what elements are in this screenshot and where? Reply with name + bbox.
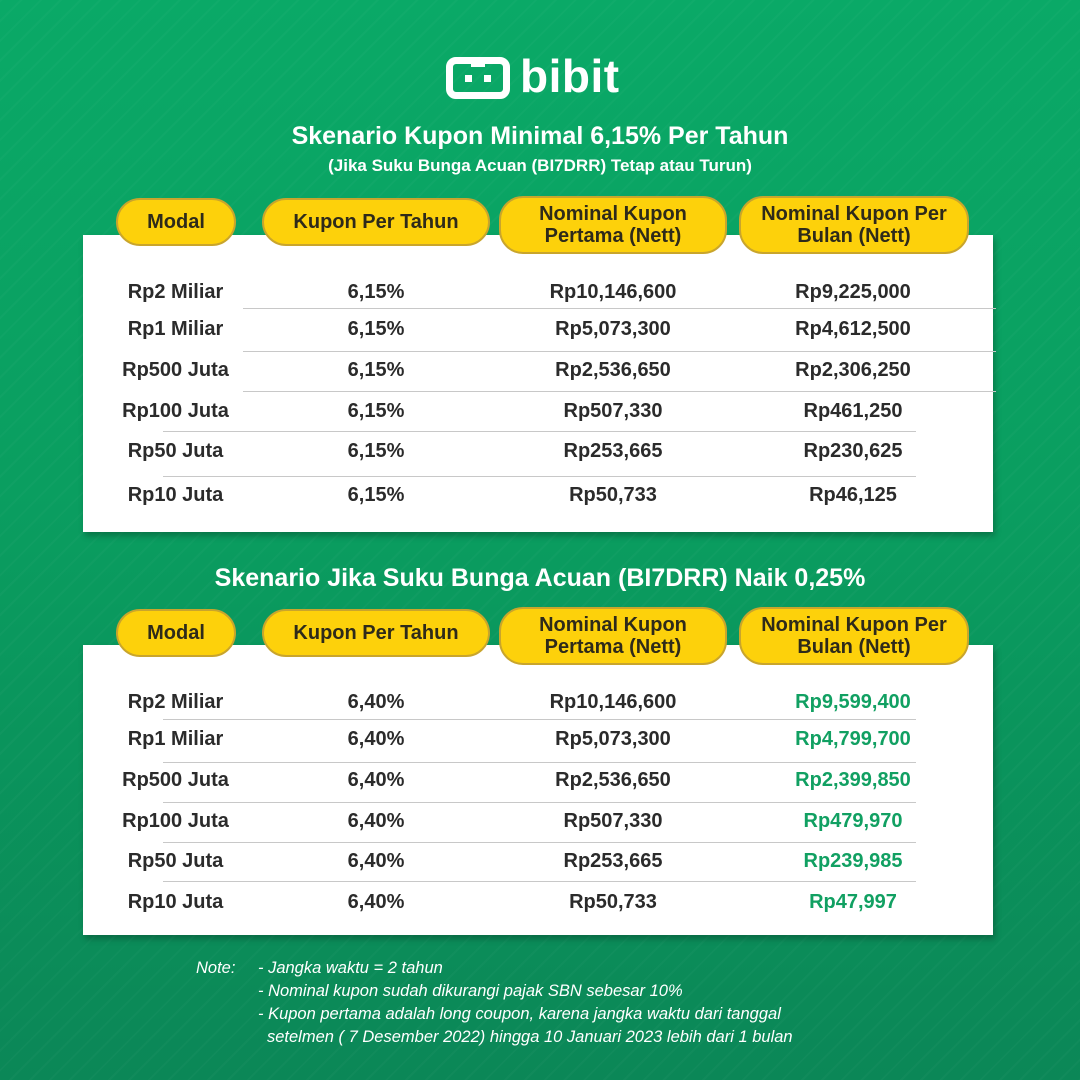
row-divider: [163, 476, 916, 477]
cell-bulan-highlight: Rp239,985: [803, 850, 903, 872]
cell-bulan: Rp46,125: [809, 484, 897, 506]
cell-kupon: 6,40%: [347, 810, 405, 832]
cell-pertama: Rp253,665: [563, 850, 663, 872]
cell-kupon: 6,15%: [347, 281, 405, 303]
cell-bulan-highlight: Rp9,599,400: [795, 691, 911, 713]
cell-bulan-highlight: Rp479,970: [803, 810, 903, 832]
note-item: - Kupon pertama adalah long coupon, kare…: [258, 1005, 781, 1023]
table-row: Rp2 Miliar 6,15% Rp10,146,600 Rp9,225,00…: [83, 274, 993, 310]
cell-modal: Rp500 Juta: [122, 769, 229, 791]
row-divider: [163, 802, 916, 803]
row-divider: [243, 391, 996, 392]
cell-modal: Rp1 Miliar: [127, 728, 224, 750]
table-row: Rp100 Juta 6,15% Rp507,330 Rp461,250: [83, 393, 993, 429]
note-label: Note:: [196, 959, 236, 977]
table-row: Rp100 Juta 6,40% Rp507,330 Rp479,970: [83, 803, 993, 839]
header-nominal-kupon-pertama: Nominal Kupon Pertama (Nett): [499, 607, 727, 665]
cell-bulan: Rp9,225,000: [795, 281, 911, 303]
cell-pertama: Rp507,330: [563, 810, 663, 832]
cell-pertama: Rp50,733: [569, 891, 657, 913]
header-modal: Modal: [116, 609, 236, 657]
row-divider: [163, 719, 916, 720]
cell-pertama: Rp50,733: [569, 484, 657, 506]
header-nominal-kupon-per-bulan: Nominal Kupon Per Bulan (Nett): [739, 196, 969, 254]
row-divider: [243, 308, 996, 309]
cell-kupon: 6,15%: [347, 400, 405, 422]
cell-modal: Rp50 Juta: [127, 440, 224, 462]
header-kupon-per-tahun: Kupon Per Tahun: [262, 198, 490, 246]
cell-kupon: 6,40%: [347, 850, 405, 872]
cell-bulan-highlight: Rp2,399,850: [795, 769, 911, 791]
cell-modal: Rp10 Juta: [127, 484, 224, 506]
cell-kupon: 6,40%: [347, 891, 405, 913]
cell-pertama: Rp10,146,600: [549, 281, 677, 303]
row-divider: [163, 842, 916, 843]
cell-bulan: Rp461,250: [803, 400, 903, 422]
header-modal: Modal: [116, 198, 236, 246]
cell-kupon: 6,15%: [347, 318, 405, 340]
cell-pertama: Rp253,665: [563, 440, 663, 462]
table-row: Rp500 Juta 6,15% Rp2,536,650 Rp2,306,250: [83, 352, 993, 388]
cell-pertama: Rp507,330: [563, 400, 663, 422]
header-nominal-kupon-pertama: Nominal Kupon Pertama (Nett): [499, 196, 727, 254]
cell-pertama: Rp5,073,300: [555, 728, 671, 750]
cell-bulan: Rp230,625: [803, 440, 903, 462]
row-divider: [163, 762, 916, 763]
table-row: Rp1 Miliar 6,15% Rp5,073,300 Rp4,612,500: [83, 311, 993, 347]
cell-pertama: Rp2,536,650: [555, 359, 671, 381]
cell-modal: Rp50 Juta: [127, 850, 224, 872]
scenario1-subtitle: (Jika Suku Bunga Acuan (BI7DRR) Tetap at…: [328, 156, 752, 175]
cell-kupon: 6,40%: [347, 691, 405, 713]
cell-modal: Rp10 Juta: [127, 891, 224, 913]
note-item: - Jangka waktu = 2 tahun: [258, 959, 443, 977]
cell-modal: Rp2 Miliar: [127, 691, 224, 713]
table-row: Rp2 Miliar 6,40% Rp10,146,600 Rp9,599,40…: [83, 684, 993, 720]
table-row: Rp500 Juta 6,40% Rp2,536,650 Rp2,399,850: [83, 762, 993, 798]
cell-modal: Rp500 Juta: [122, 359, 229, 381]
table-row: Rp1 Miliar 6,40% Rp5,073,300 Rp4,799,700: [83, 721, 993, 757]
row-divider: [163, 431, 916, 432]
note-item: - Nominal kupon sudah dikurangi pajak SB…: [258, 982, 683, 1000]
scenario2-title: Skenario Jika Suku Bunga Acuan (BI7DRR) …: [214, 564, 866, 592]
cell-pertama: Rp10,146,600: [549, 691, 677, 713]
cell-modal: Rp2 Miliar: [127, 281, 224, 303]
table-row: Rp50 Juta 6,40% Rp253,665 Rp239,985: [83, 843, 993, 879]
cell-kupon: 6,15%: [347, 484, 405, 506]
table-row: Rp10 Juta 6,15% Rp50,733 Rp46,125: [83, 477, 993, 513]
brand-logo: bibit: [446, 50, 620, 102]
cell-kupon: 6,15%: [347, 440, 405, 462]
cell-pertama: Rp2,536,650: [555, 769, 671, 791]
cell-modal: Rp100 Juta: [122, 810, 229, 832]
cell-kupon: 6,40%: [347, 728, 405, 750]
table-row: Rp50 Juta 6,15% Rp253,665 Rp230,625: [83, 433, 993, 469]
cell-bulan: Rp4,612,500: [795, 318, 911, 340]
cell-pertama: Rp5,073,300: [555, 318, 671, 340]
cell-bulan-highlight: Rp47,997: [809, 891, 897, 913]
cell-modal: Rp100 Juta: [122, 400, 229, 422]
header-kupon-per-tahun: Kupon Per Tahun: [262, 609, 490, 657]
scenario1-title: Skenario Kupon Minimal 6,15% Per Tahun: [291, 122, 789, 150]
brand-name: bibit: [520, 50, 620, 102]
cell-bulan-highlight: Rp4,799,700: [795, 728, 911, 750]
scenario2-table-panel: [83, 645, 993, 935]
cell-kupon: 6,15%: [347, 359, 405, 381]
header-nominal-kupon-per-bulan: Nominal Kupon Per Bulan (Nett): [739, 607, 969, 665]
note-item-continuation: setelmen ( 7 Desember 2022) hingga 10 Ja…: [267, 1028, 793, 1046]
row-divider: [163, 881, 916, 882]
cell-kupon: 6,40%: [347, 769, 405, 791]
bibit-logo-icon: [446, 57, 510, 99]
row-divider: [243, 351, 996, 352]
table-row: Rp10 Juta 6,40% Rp50,733 Rp47,997: [83, 884, 993, 920]
cell-bulan: Rp2,306,250: [795, 359, 911, 381]
scenario1-table-panel: [83, 235, 993, 532]
cell-modal: Rp1 Miliar: [127, 318, 224, 340]
